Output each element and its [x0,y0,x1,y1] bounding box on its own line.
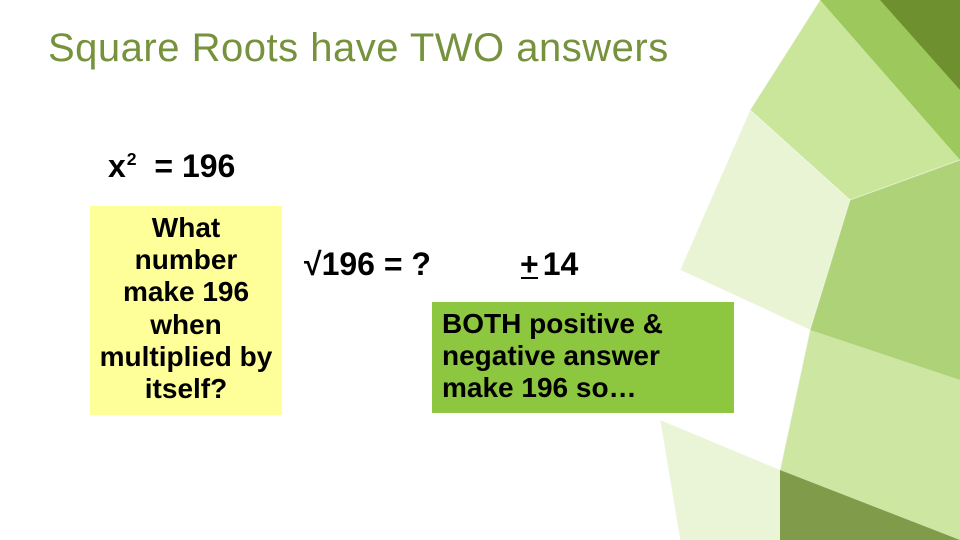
equation-lhs: x [108,148,126,184]
question-callout: What number make 196 when multiplied by … [90,206,282,415]
equation: x2 = 196 [108,148,235,185]
slide-title: Square Roots have TWO answers [48,26,669,71]
sqrt-expression: √196 = ? [304,246,431,283]
plus-minus-sign: + [520,246,539,283]
equation-rhs: = 196 [154,148,235,184]
decorative-background [620,0,960,540]
answer-value: 14 [543,246,579,282]
explanation-callout: BOTH positive & negative answer make 196… [432,302,734,413]
equation-exponent: 2 [127,149,137,169]
answer: +14 [520,246,578,283]
slide: Square Roots have TWO answers x2 = 196 W… [0,0,960,540]
